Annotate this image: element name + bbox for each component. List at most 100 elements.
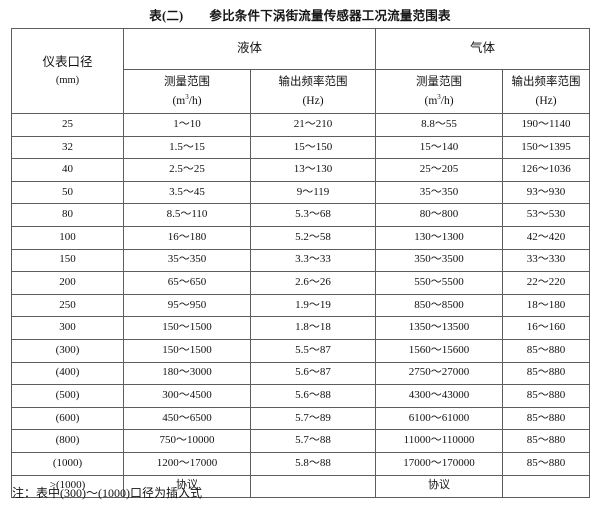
cell-gas_freq: 53～530 — [502, 203, 591, 227]
cell-liquid_range: 1～10 — [123, 113, 251, 137]
header-gas-range-label: 测量范围 — [416, 76, 463, 89]
cell-gas_freq: 126～1036 — [502, 158, 591, 182]
table-row: 250 95～950 1.9～19 850～8500 18～180 — [11, 293, 591, 318]
table-row: 100 16～180 5.2～58 130～1300 42～420 — [11, 225, 591, 250]
table-row: 32 1.5～15 15～150 15～140 150～1395 — [11, 135, 591, 160]
table-row: (300) 150～1500 5.5～87 1560～15600 85～880 — [11, 338, 591, 363]
table-row: 25 1～10 21～210 8.8～55 190～1140 — [11, 113, 591, 137]
table-row: 80 8.5～110 5.3～68 80～800 53～530 — [11, 203, 591, 227]
cell-liquid_freq: 5.2～58 — [249, 225, 377, 250]
table-row: 40 2.5～25 13～130 25～205 126～1036 — [11, 158, 591, 182]
table-title: 表(二) 参比条件下涡街流量传感器工况流量范围表 — [0, 0, 600, 31]
header-liquid-freq-unit: (Hz) — [302, 94, 324, 107]
cell-diameter: 25 — [11, 113, 124, 137]
cell-gas_freq: 16～160 — [502, 316, 591, 340]
unit-superscript: 3 — [185, 92, 189, 101]
cell-gas_range: 2750～27000 — [375, 361, 504, 386]
header-gas-range-unit: (m3/h) — [376, 93, 502, 108]
cell-liquid_range: 65～650 — [123, 271, 251, 295]
cell-gas_freq: 85～880 — [502, 451, 591, 476]
header-cell-gas-freq: 输出频率范围 (Hz) — [502, 69, 591, 114]
cell-diameter: (300) — [11, 338, 124, 363]
table-row: (600) 450～6500 5.7～89 6100～61000 85～880 — [11, 406, 591, 431]
cell-liquid_freq — [249, 474, 377, 499]
table-row: (400) 180～3000 5.6～87 2750～27000 85～880 — [11, 361, 591, 386]
cell-gas_range: 协议 — [375, 474, 504, 499]
header-diameter-unit: (mm) — [55, 75, 80, 87]
cell-liquid_freq: 1.8～18 — [249, 316, 377, 340]
cell-gas_range: 17000～170000 — [375, 451, 504, 476]
cell-liquid_range: 16～180 — [123, 225, 251, 250]
table-title-text: 参比条件下涡街流量传感器工况流量范围表 — [209, 9, 451, 23]
cell-liquid_range: 150～1500 — [123, 338, 251, 363]
cell-gas_range: 35～350 — [375, 180, 504, 205]
cell-gas_range: 25～205 — [375, 158, 504, 182]
cell-gas_range: 350～3500 — [375, 248, 504, 273]
table-row: (1000) 1200～17000 5.8～88 17000～170000 85～880 — [11, 451, 591, 476]
cell-liquid_freq: 13～130 — [249, 158, 377, 182]
cell-liquid_freq: 1.9～19 — [249, 293, 377, 318]
cell-liquid_freq: 5.3～68 — [249, 203, 377, 227]
table-row: >(1000) 协议 协议 — [11, 474, 591, 499]
header-cell-liquid-freq: 输出频率范围 (Hz) — [249, 69, 377, 114]
header-gas-freq-label: 输出频率范围 — [511, 76, 581, 89]
header-cell-diameter: 仪表口径 (mm) — [11, 28, 124, 114]
table-row: 200 65～650 2.6～26 550～5500 22～220 — [11, 271, 591, 295]
cell-liquid_freq: 5.6～87 — [249, 361, 377, 386]
cell-liquid_range: 1.5～15 — [123, 135, 251, 160]
unit-suffix: /h) — [188, 94, 202, 107]
cell-gas_range: 130～1300 — [375, 225, 504, 250]
cell-gas_range: 11000～110000 — [375, 429, 504, 453]
cell-liquid_freq: 15～150 — [249, 135, 377, 160]
header-cell-gas-range: 测量范围 (m3/h) — [375, 69, 504, 114]
cell-gas_freq: 22～220 — [502, 271, 591, 295]
cell-diameter: 80 — [11, 203, 124, 227]
header-cell-liquid-group: 液体 — [122, 28, 377, 70]
cell-liquid_freq: 5.7～88 — [249, 429, 377, 453]
cell-liquid_range: 180～3000 — [123, 361, 251, 386]
table-note: 注：表中(300)～(1000)口径为插入式 — [12, 486, 202, 500]
cell-liquid_range: 450～6500 — [123, 406, 251, 431]
cell-liquid_freq: 21～210 — [249, 113, 377, 137]
cell-diameter: (400) — [11, 361, 124, 386]
unit-suffix: /h) — [440, 94, 454, 107]
cell-gas_freq: 33～330 — [502, 248, 591, 273]
cell-gas_freq: 85～880 — [502, 338, 591, 363]
cell-liquid_freq: 5.6～88 — [249, 384, 377, 408]
cell-gas_range: 80～800 — [375, 203, 504, 227]
cell-liquid_freq: 3.3～33 — [249, 248, 377, 273]
cell-diameter: 250 — [11, 293, 124, 318]
table-row: 50 3.5～45 9～119 35～350 93～930 — [11, 180, 591, 205]
cell-gas_range: 1350～13500 — [375, 316, 504, 340]
cell-gas_freq: 18～180 — [502, 293, 591, 318]
table-header-row-groups: 仪表口径 (mm) 液体 气体 — [11, 28, 591, 114]
cell-diameter: >(1000) — [11, 474, 124, 499]
unit-prefix: (m — [424, 94, 438, 107]
table-row: (500) 300～4500 5.6～88 4300～43000 85～880 — [11, 384, 591, 408]
cell-diameter: (600) — [11, 406, 124, 431]
cell-diameter: 100 — [11, 225, 124, 250]
cell-gas_range: 850～8500 — [375, 293, 504, 318]
cell-gas_range: 4300～43000 — [375, 384, 504, 408]
cell-liquid_range: 35～350 — [123, 248, 251, 273]
cell-gas_freq: 85～880 — [502, 429, 591, 453]
table-number: 表(二) — [149, 9, 184, 23]
flow-range-table-container: 仪表口径 (mm) 液体 气体 测量范围 (m3/h) 输出频率范围 (Hz) — [11, 28, 591, 499]
cell-gas_freq: 85～880 — [502, 384, 591, 408]
header-cell-gas-group: 气体 — [375, 28, 591, 70]
table-row: 300 150～1500 1.8～18 1350～13500 16～160 — [11, 316, 591, 340]
cell-gas_freq: 150～1395 — [502, 135, 591, 160]
cell-liquid_freq: 5.7～89 — [249, 406, 377, 431]
cell-gas_range: 1560～15600 — [375, 338, 504, 363]
table-row: 150 35～350 3.3～33 350～3500 33～330 — [11, 248, 591, 273]
unit-prefix: (m — [172, 94, 186, 107]
cell-liquid_range: 2.5～25 — [123, 158, 251, 182]
cell-liquid_range: 8.5～110 — [123, 203, 251, 227]
table-row: (800) 750～10000 5.7～88 11000～110000 85～880 — [11, 429, 591, 453]
cell-liquid_freq: 5.8～88 — [249, 451, 377, 476]
cell-liquid_range: 协议 — [123, 474, 251, 499]
cell-gas_freq: 85～880 — [502, 361, 591, 386]
cell-diameter: 200 — [11, 271, 124, 295]
flow-range-table: 仪表口径 (mm) 液体 气体 测量范围 (m3/h) 输出频率范围 (Hz) — [11, 28, 591, 499]
